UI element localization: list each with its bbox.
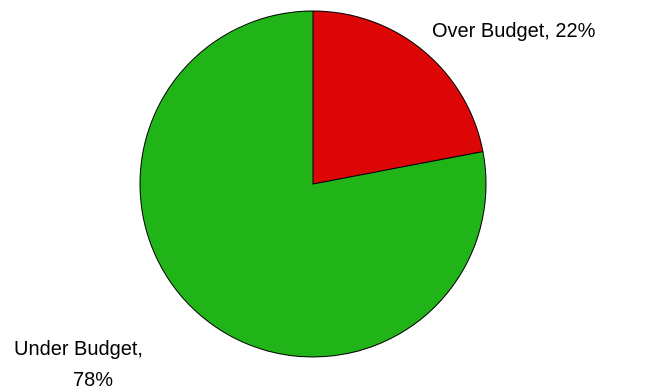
data-label-under-budget-line-2: 78% [73,369,113,391]
data-label-over-budget: Over Budget, 22% [432,20,596,42]
pie-slices [139,10,487,358]
data-label-over-budget-line-1: Over Budget, 22% [432,20,596,42]
pie-slice-under-budget [139,10,487,358]
data-label-under-budget-line-1: Under Budget, [14,338,143,360]
pie-slice-over-budget [312,10,484,185]
data-label-under-budget: Under Budget, 78% [14,338,149,391]
